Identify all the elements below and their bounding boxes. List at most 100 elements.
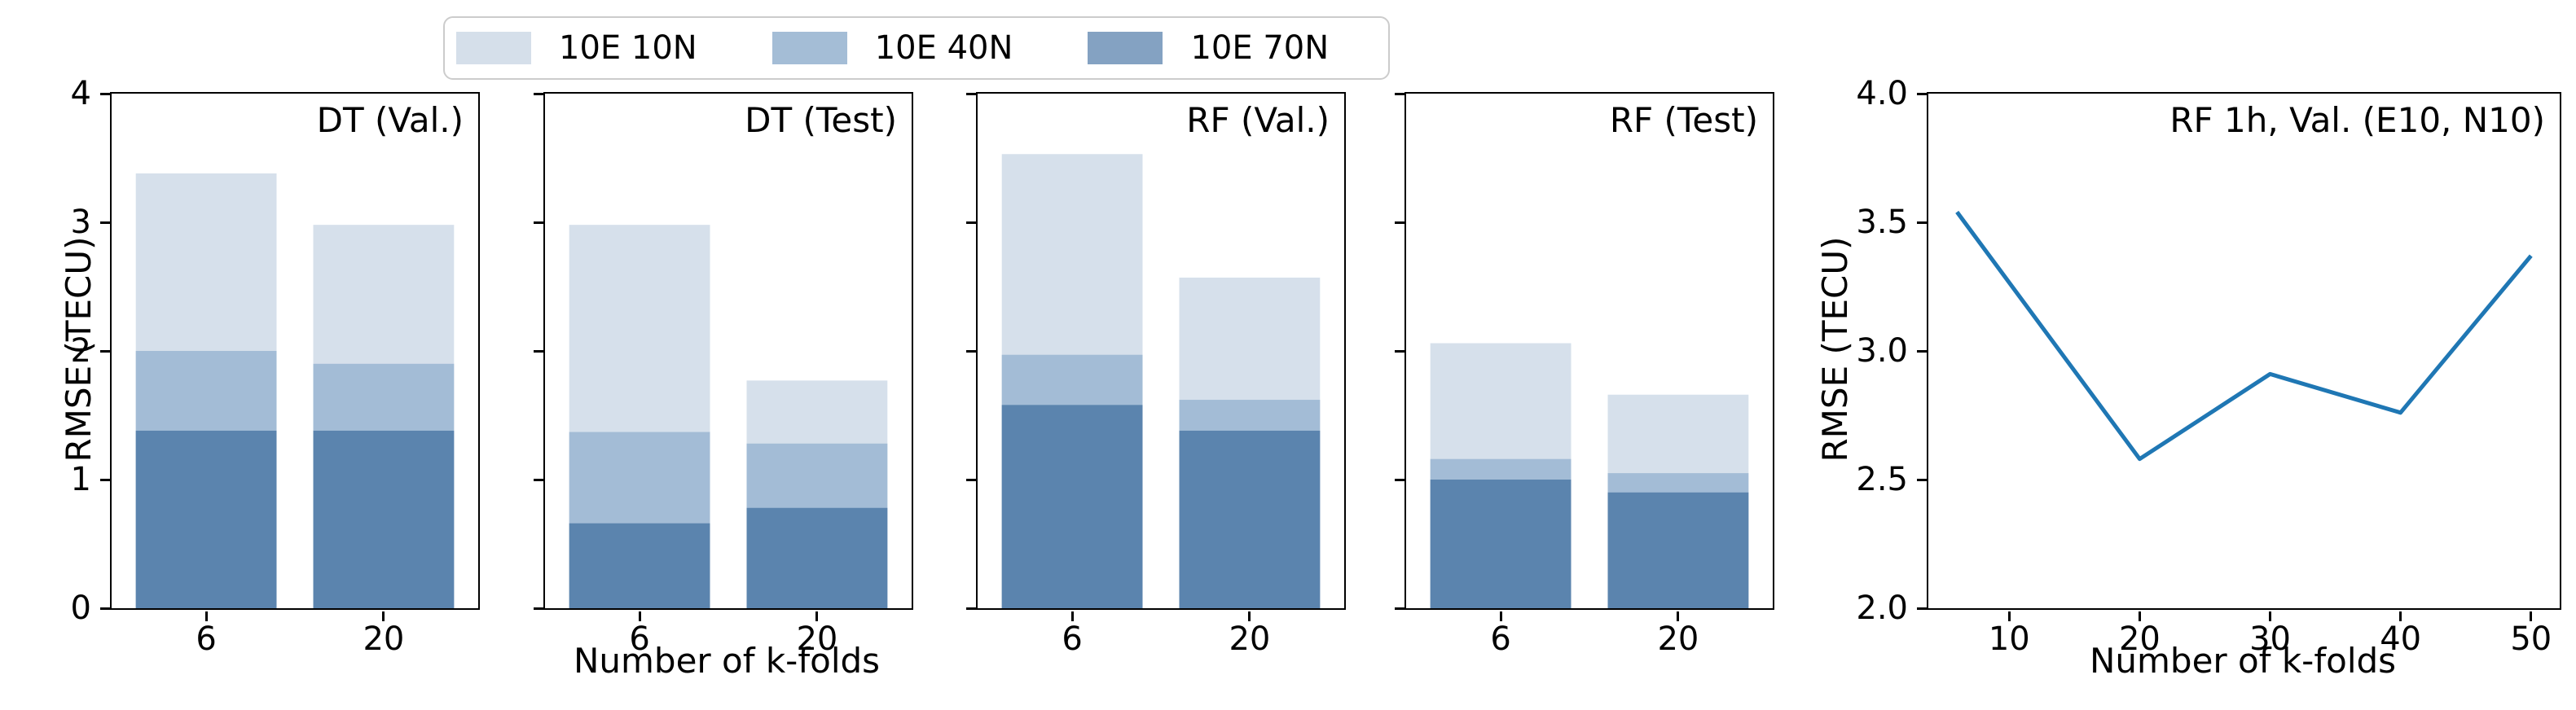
subplot-rf-line: RF 1h, Val. (E10, N10) 2.0 2.5 3.0 3.5 4.0 10… (1856, 77, 2561, 655)
x-tick-label: 6 (196, 620, 217, 658)
x-tick-label: 10 (1988, 620, 2030, 658)
x-tick-mark (204, 611, 208, 621)
y-tick-mark (534, 607, 543, 610)
legend-label-10e-70n: 10E 70N (1190, 29, 1330, 67)
y-tick-label: 3 (70, 204, 91, 241)
y-tick-mark (1395, 221, 1404, 224)
subplot-rf-val: RF (Val.) 6 20 (966, 92, 1346, 655)
y-tick-label: 2.5 (1856, 461, 1908, 498)
x-tick-label: 30 (2249, 620, 2291, 658)
y-tick-mark (1917, 92, 1927, 95)
x-tick-mark (2007, 611, 2011, 621)
y-tick-mark (1917, 349, 1927, 353)
dt-val-canvas (135, 173, 455, 609)
y-tick-mark (534, 478, 543, 481)
bar-10e-70n-k20 (313, 430, 455, 608)
x-tick-label: 50 (2510, 620, 2552, 658)
legend-label-10e-40n: 10E 40N (874, 29, 1013, 67)
rf-line-canvas (1955, 210, 2533, 462)
legend-swatch-10e-40n-icon (771, 32, 847, 64)
x-tick-mark (815, 611, 819, 621)
subplot-title-dt-test: DT (Test) (745, 100, 897, 140)
legend-swatch-10e-70n-icon (1088, 32, 1163, 64)
bar-10e-70n-k6 (569, 523, 710, 608)
dt-test-canvas (569, 225, 888, 608)
y-tick-mark (966, 92, 976, 95)
rf-test-canvas (1430, 343, 1749, 608)
y-tick-mark (100, 478, 110, 481)
bar-10e-70n-k6 (1001, 405, 1143, 608)
bar-10e-70n-k6 (135, 430, 277, 608)
legend-item-10e-70n: 10E 70N (1088, 32, 1329, 64)
y-axis-label-bars: RMSE (TECU) (59, 236, 99, 462)
y-tick-mark (966, 478, 976, 481)
legend-label-10e-10n: 10E 10N (559, 29, 697, 67)
x-tick-mark (2138, 611, 2141, 621)
rmse-line (1955, 210, 2533, 462)
x-axis-label-line: Number of k-folds (2089, 641, 2397, 681)
x-tick-mark (382, 611, 385, 621)
x-tick-label: 40 (2380, 620, 2422, 658)
y-tick-label: 1 (70, 461, 91, 498)
legend-item-10e-40n: 10E 40N (771, 29, 1013, 67)
x-axis-label-bars: Number of k-folds (573, 641, 881, 681)
bar-10e-70n-k20 (1607, 492, 1749, 608)
y-tick-label: 0 (70, 589, 91, 627)
legend-item-10e-10n: 10E 10N (456, 32, 697, 64)
subplot-rf-test: RF (Test) 6 20 (1395, 92, 1774, 655)
y-tick-label: 2 (70, 332, 91, 370)
y-tick-label: 3.5 (1856, 204, 1908, 241)
bar-10e-70n-k20 (746, 507, 888, 608)
x-tick-mark (638, 611, 641, 621)
y-tick-mark (1917, 607, 1927, 610)
rf-val-canvas (1001, 154, 1321, 608)
y-tick-mark (966, 221, 976, 224)
y-tick-label: 3.0 (1856, 332, 1908, 370)
x-tick-mark (1499, 611, 1502, 621)
x-tick-label: 20 (1229, 620, 1271, 658)
x-tick-mark (1248, 611, 1251, 621)
x-tick-label: 20 (796, 620, 838, 658)
y-axis-label-line: RMSE (TECU) (1815, 236, 1855, 462)
subplot-dt-test: DT (Test) 6 20 (534, 92, 913, 655)
y-tick-mark (1395, 92, 1404, 95)
x-tick-mark (2530, 611, 2533, 621)
subplot-title-rf-line: RF 1h, Val. (E10, N10) (2169, 100, 2545, 140)
y-tick-label: 4.0 (1856, 75, 1908, 112)
x-tick-mark (1070, 611, 1074, 621)
subplot-title-dt-val: DT (Val.) (316, 100, 464, 140)
x-tick-label: 6 (1062, 620, 1083, 658)
x-tick-label: 20 (363, 620, 405, 658)
y-tick-mark (1917, 221, 1927, 224)
legend: 10E 10N 10E 40N 10E 70N (443, 16, 1390, 80)
x-tick-mark (2399, 611, 2402, 621)
y-tick-mark (100, 349, 110, 353)
y-tick-mark (534, 349, 543, 353)
subplot-title-rf-test: RF (Test) (1609, 100, 1758, 140)
subplot-title-rf-val: RF (Val.) (1186, 100, 1330, 140)
x-tick-mark (2269, 611, 2272, 621)
legend-swatch-10e-10n-icon (456, 32, 531, 64)
y-tick-mark (100, 221, 110, 224)
y-tick-mark (100, 607, 110, 610)
y-tick-label: 2.0 (1856, 589, 1908, 627)
y-tick-mark (100, 92, 110, 95)
y-tick-mark (966, 607, 976, 610)
x-tick-label: 20 (2118, 620, 2161, 658)
y-tick-mark (1395, 607, 1404, 610)
x-tick-label: 6 (629, 620, 650, 658)
y-tick-label: 4 (70, 75, 91, 112)
x-tick-label: 6 (1490, 620, 1511, 658)
y-tick-mark (534, 92, 543, 95)
y-tick-mark (534, 221, 543, 224)
subplot-dt-val: DT (Val.) 0 1 2 3 4 6 20 (71, 77, 480, 655)
x-tick-mark (1677, 611, 1680, 621)
y-tick-mark (966, 349, 976, 353)
y-tick-mark (1917, 478, 1927, 481)
y-tick-mark (1395, 349, 1404, 353)
x-tick-label: 20 (1657, 620, 1699, 658)
bar-10e-70n-k6 (1430, 480, 1572, 608)
bar-10e-70n-k20 (1179, 430, 1321, 608)
y-tick-mark (1395, 478, 1404, 481)
